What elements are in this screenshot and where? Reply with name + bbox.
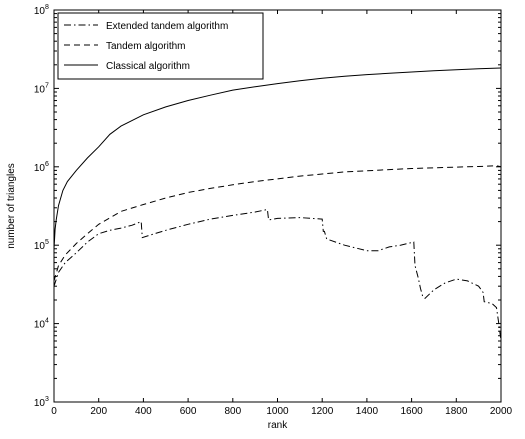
x-tick-label: 0	[51, 406, 57, 417]
series-line-dashdot	[53, 208, 502, 342]
x-tick-label: 1000	[266, 406, 289, 417]
x-tick-label: 200	[90, 406, 107, 417]
y-tick-exponent: 7	[45, 82, 49, 89]
legend-label: Extended tandem algorithm	[106, 21, 228, 32]
legend-box	[57, 12, 264, 80]
series-line-solid	[53, 67, 502, 249]
y-tick-exponent: 4	[45, 318, 49, 325]
x-tick-label: 600	[180, 406, 197, 417]
plot-frame	[53, 9, 502, 403]
y-tick-label: 10	[34, 84, 46, 95]
y-axis-label: number of triangles	[6, 163, 17, 249]
x-tick-label: 2000	[490, 406, 513, 417]
y-tick-label: 10	[34, 320, 46, 331]
legend-items: Extended tandem algorithm Tandem algorith…	[64, 21, 228, 72]
y-tick-label: 10	[34, 241, 46, 252]
x-tick-label: 1600	[400, 406, 423, 417]
legend-label: Classical algorithm	[106, 61, 190, 72]
x-axis-label: rank	[268, 420, 288, 431]
y-tick-exponent: 5	[45, 239, 49, 246]
series-layer	[53, 67, 502, 342]
y-tick-exponent: 8	[45, 4, 49, 11]
x-tick-label: 1200	[311, 406, 334, 417]
legend: Extended tandem algorithm Tandem algorith…	[57, 12, 264, 80]
y-tick-exponent: 3	[45, 396, 49, 403]
legend-label: Tandem algorithm	[106, 41, 185, 52]
x-tick-label: 1800	[445, 406, 468, 417]
x-tick-label: 400	[135, 406, 152, 417]
y-tick-label: 10	[34, 398, 46, 409]
y-tick-label: 10	[34, 6, 46, 17]
y-tick-label: 10	[34, 163, 46, 174]
x-tick-label: 800	[224, 406, 241, 417]
y-tick-exponent: 6	[45, 161, 49, 168]
x-tick-label: 1400	[356, 406, 379, 417]
